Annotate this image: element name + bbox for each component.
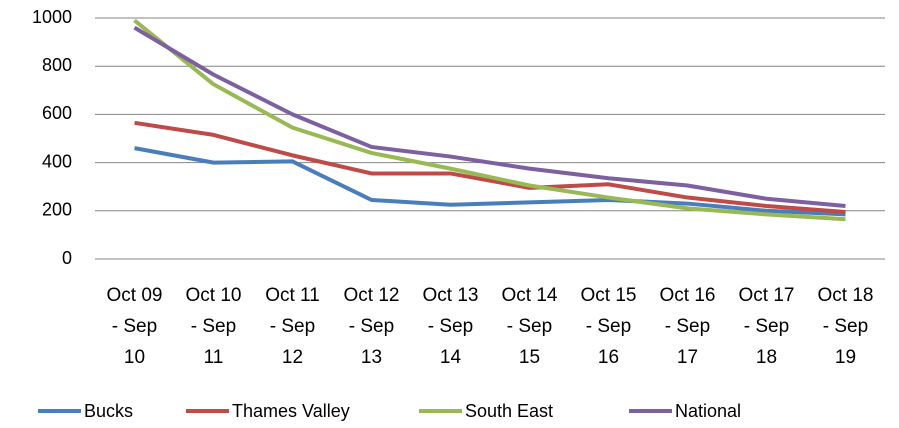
y-tick-label: 600: [42, 103, 72, 123]
series-line: [134, 120, 846, 214]
legend-label: Bucks: [84, 401, 133, 421]
x-tick-label: Oct 10 - Sep 11: [185, 285, 242, 368]
y-tick-label: 0: [62, 248, 72, 268]
x-tick-label: Oct 09 - Sep 10: [106, 285, 163, 368]
x-tick-label: Oct 13 - Sep 14: [422, 285, 479, 368]
y-tick-label: 1000: [32, 7, 72, 27]
x-tick-label: Oct 11 - Sep 12: [265, 285, 320, 368]
series-line: [133, 25, 846, 208]
legend-label: South East: [465, 401, 553, 421]
series-line: [134, 146, 846, 217]
x-tick-label: Oct 16 - Sep 17: [659, 285, 716, 368]
x-tick-label: Oct 18 - Sep 19: [817, 285, 874, 368]
legend-label: Thames Valley: [232, 401, 350, 421]
y-tick-label: 200: [42, 200, 72, 220]
x-tick-label: Oct 15 - Sep 16: [580, 285, 637, 368]
y-tick-label: 800: [42, 55, 72, 75]
x-tick-label: Oct 14 - Sep 15: [501, 285, 558, 368]
x-tick-label: Oct 17 - Sep 18: [738, 285, 795, 368]
x-tick-label: Oct 12 - Sep 13: [343, 285, 400, 368]
legend-label: National: [675, 401, 741, 421]
series-line: [133, 18, 846, 222]
y-tick-label: 400: [42, 151, 72, 171]
